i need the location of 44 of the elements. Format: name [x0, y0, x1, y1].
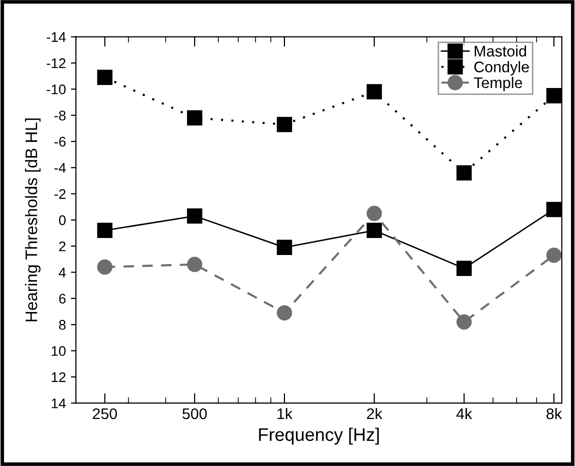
point	[366, 222, 382, 238]
point	[97, 259, 112, 275]
point	[456, 260, 472, 276]
point	[186, 110, 202, 126]
y-tick-label: 6	[59, 294, 66, 304]
x-tick-label: 4k	[456, 408, 472, 420]
y-tick-label: 4	[58, 268, 66, 278]
y-tick-label: -6	[54, 136, 66, 147]
point	[276, 240, 292, 256]
y-tick-label: -12	[46, 58, 66, 68]
y-tick-label: 2	[59, 241, 66, 252]
legend-label: Temple	[474, 76, 522, 92]
legend-label: Mastoid	[474, 45, 526, 57]
y-tick-label: 14	[52, 398, 66, 408]
point	[456, 314, 472, 330]
point	[546, 202, 562, 218]
y-tick-label: 12	[52, 372, 66, 382]
y-tick-label: 8	[59, 320, 66, 330]
point	[366, 84, 382, 100]
x-tick-label: 8k	[546, 408, 562, 420]
y-axis-title: Hearing Thresholds [dB HL]	[25, 118, 41, 322]
point	[366, 206, 382, 222]
y-tick-label: -10	[46, 84, 66, 94]
y-tick-label: -14	[46, 32, 66, 42]
y-tick-label: -8	[54, 110, 66, 120]
y-tick-label: -2	[54, 189, 66, 199]
point	[186, 256, 202, 272]
point	[456, 165, 472, 180]
point	[276, 116, 292, 132]
legend-label: Condyle	[474, 61, 529, 76]
x-tick-label: 250	[92, 408, 117, 420]
point	[97, 222, 112, 238]
y-tick-label: 10	[52, 346, 66, 356]
point	[546, 88, 562, 104]
y-tick-label: 0	[58, 215, 66, 226]
point	[186, 208, 202, 224]
point	[546, 248, 562, 263]
x-tick-label: 2k	[366, 408, 382, 420]
point	[97, 70, 112, 86]
point	[276, 305, 292, 320]
x-tick-label: 1k	[278, 408, 293, 420]
x-tick-label: 500	[182, 408, 207, 420]
y-tick-label: -4	[54, 163, 66, 173]
x-axis-title: Frequency [Hz]	[259, 428, 379, 445]
